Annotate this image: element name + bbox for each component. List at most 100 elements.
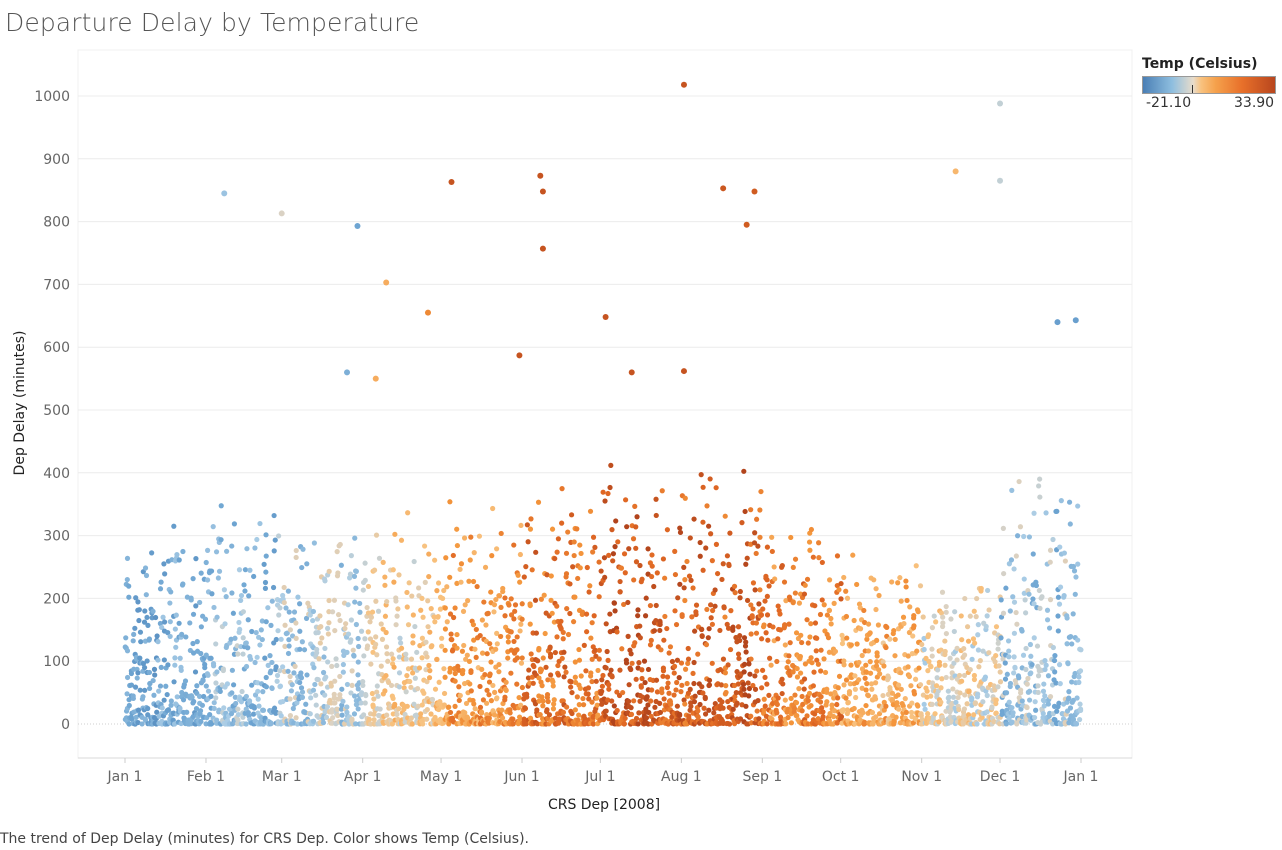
y-tick-label: 800 bbox=[43, 215, 70, 231]
data-point bbox=[572, 594, 578, 600]
data-point bbox=[444, 619, 450, 625]
data-point bbox=[339, 712, 345, 718]
data-point bbox=[813, 648, 819, 654]
data-point bbox=[898, 598, 904, 604]
data-point bbox=[396, 654, 402, 660]
data-point bbox=[700, 690, 706, 696]
data-point bbox=[436, 679, 442, 685]
data-point bbox=[291, 670, 297, 676]
data-point bbox=[778, 564, 785, 570]
data-point bbox=[769, 534, 775, 540]
outlier-point bbox=[537, 172, 544, 179]
data-point bbox=[646, 709, 652, 716]
data-point bbox=[198, 718, 204, 725]
data-point bbox=[281, 599, 287, 606]
data-point bbox=[456, 697, 462, 704]
data-point bbox=[310, 608, 317, 615]
outlier-point bbox=[344, 369, 351, 376]
data-point bbox=[706, 677, 713, 683]
data-point bbox=[188, 595, 194, 601]
data-point bbox=[1052, 653, 1058, 659]
data-point bbox=[393, 598, 399, 604]
data-point bbox=[604, 648, 610, 655]
data-point bbox=[559, 698, 565, 704]
data-point bbox=[455, 663, 461, 669]
data-point bbox=[902, 696, 908, 702]
color-legend[interactable]: Temp (Celsius) -21.10 33.90 bbox=[1142, 56, 1280, 111]
data-point bbox=[543, 664, 549, 670]
data-point bbox=[1065, 696, 1072, 702]
data-point bbox=[157, 620, 163, 627]
data-point bbox=[517, 628, 523, 634]
data-point bbox=[1041, 703, 1047, 709]
legend-marker bbox=[1192, 85, 1193, 93]
data-point bbox=[222, 621, 228, 627]
data-point bbox=[802, 661, 808, 667]
data-point bbox=[124, 555, 131, 561]
data-point bbox=[672, 548, 678, 554]
data-point bbox=[744, 721, 750, 727]
data-point bbox=[511, 616, 517, 622]
data-point bbox=[611, 703, 617, 709]
data-point bbox=[128, 682, 135, 688]
data-point bbox=[564, 704, 570, 710]
data-point bbox=[268, 720, 274, 726]
outlier-point bbox=[743, 221, 750, 228]
data-point bbox=[409, 721, 415, 727]
data-point bbox=[493, 646, 499, 652]
data-point bbox=[262, 655, 268, 661]
data-point bbox=[479, 666, 485, 672]
data-point bbox=[643, 715, 650, 721]
data-point bbox=[856, 677, 862, 683]
data-point bbox=[892, 636, 898, 643]
data-point bbox=[1077, 701, 1083, 707]
data-point bbox=[1044, 607, 1051, 613]
data-point bbox=[775, 603, 781, 609]
data-point bbox=[124, 674, 131, 681]
data-points bbox=[122, 81, 1084, 727]
data-point bbox=[541, 592, 547, 598]
data-point bbox=[419, 702, 425, 708]
data-point bbox=[782, 642, 788, 648]
data-point bbox=[508, 612, 515, 618]
outlier-point bbox=[1054, 319, 1061, 326]
data-point bbox=[505, 634, 511, 640]
data-point bbox=[382, 582, 388, 588]
data-point bbox=[669, 714, 675, 720]
data-point bbox=[1023, 610, 1029, 616]
data-point bbox=[684, 680, 690, 687]
data-point bbox=[435, 613, 441, 620]
data-point bbox=[843, 695, 849, 701]
data-point bbox=[530, 662, 536, 668]
data-point bbox=[146, 636, 153, 642]
data-point bbox=[702, 695, 708, 702]
data-point bbox=[781, 579, 788, 585]
data-point bbox=[390, 656, 396, 662]
data-point bbox=[473, 654, 479, 660]
data-point bbox=[383, 644, 390, 650]
data-point bbox=[394, 711, 400, 717]
data-point bbox=[1021, 576, 1027, 582]
data-point bbox=[750, 606, 756, 612]
data-point bbox=[686, 573, 693, 579]
data-point bbox=[208, 568, 215, 574]
data-point bbox=[510, 721, 516, 727]
x-axis: Jan 1 Feb 1 Mar 1 Apr 1 May 1 Jun 1 Jul 1 Aug 1… bbox=[78, 757, 1132, 785]
data-point bbox=[297, 679, 303, 686]
legend-min-label: -21.10 bbox=[1146, 95, 1192, 111]
data-point bbox=[733, 690, 739, 696]
data-point bbox=[801, 686, 807, 692]
data-point bbox=[158, 664, 164, 670]
data-point bbox=[567, 610, 573, 617]
data-point bbox=[424, 679, 430, 685]
data-point bbox=[657, 627, 663, 634]
data-point bbox=[150, 677, 156, 684]
data-point bbox=[476, 533, 483, 539]
data-point bbox=[194, 683, 200, 689]
data-point bbox=[379, 636, 386, 642]
data-point bbox=[596, 656, 602, 662]
data-point bbox=[454, 542, 461, 549]
data-point bbox=[928, 693, 934, 699]
data-point bbox=[233, 700, 239, 707]
data-point bbox=[912, 676, 919, 682]
